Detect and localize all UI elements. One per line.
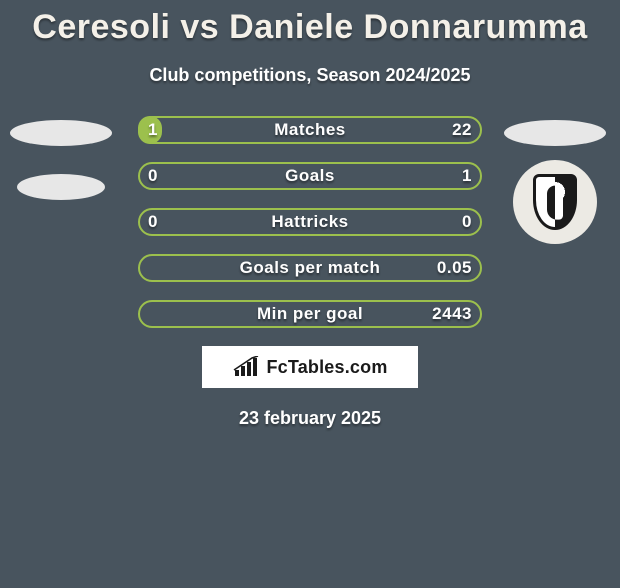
stat-right-value: 0 — [462, 212, 472, 232]
page-title: Ceresoli vs Daniele Donnarumma — [0, 8, 620, 47]
page-subtitle: Club competitions, Season 2024/2025 — [0, 65, 620, 86]
stat-bar-row: Goals per match 0.05 — [138, 254, 482, 282]
left-player-column — [6, 116, 116, 200]
right-player-column — [500, 116, 610, 244]
stat-label: Goals — [285, 166, 335, 186]
stat-left-value: 1 — [148, 120, 158, 140]
branding-box: FcTables.com — [202, 346, 418, 388]
stat-label: Min per goal — [257, 304, 363, 324]
brand-text: FcTables.com — [266, 357, 387, 378]
club-badge-placeholder — [17, 174, 105, 200]
stat-right-value: 2443 — [432, 304, 472, 324]
stat-bar-row: 0 Goals 1 — [138, 162, 482, 190]
stat-right-value: 0.05 — [437, 258, 472, 278]
stat-left-value: 0 — [148, 212, 158, 232]
club-emblem-icon — [547, 186, 563, 220]
club-badge — [513, 160, 597, 244]
stat-label: Hattricks — [271, 212, 348, 232]
comparison-content: 1 Matches 22 0 Goals 1 0 Hattricks 0 Goals per ma… — [0, 116, 620, 429]
stat-label: Goals per match — [240, 258, 381, 278]
stat-bar-row: Min per goal 2443 — [138, 300, 482, 328]
club-shield-icon — [533, 174, 577, 230]
stat-right-value: 22 — [452, 120, 472, 140]
player-avatar-placeholder — [10, 120, 112, 146]
stat-bar-row: 1 Matches 22 — [138, 116, 482, 144]
brand-chart-icon — [232, 356, 260, 378]
stat-right-value: 1 — [462, 166, 472, 186]
player-avatar-placeholder — [504, 120, 606, 146]
snapshot-date: 23 february 2025 — [0, 408, 620, 429]
stat-label: Matches — [274, 120, 346, 140]
stat-bar-row: 0 Hattricks 0 — [138, 208, 482, 236]
stat-left-value: 0 — [148, 166, 158, 186]
comparison-bars: 1 Matches 22 0 Goals 1 0 Hattricks 0 Goals per ma… — [138, 116, 482, 328]
